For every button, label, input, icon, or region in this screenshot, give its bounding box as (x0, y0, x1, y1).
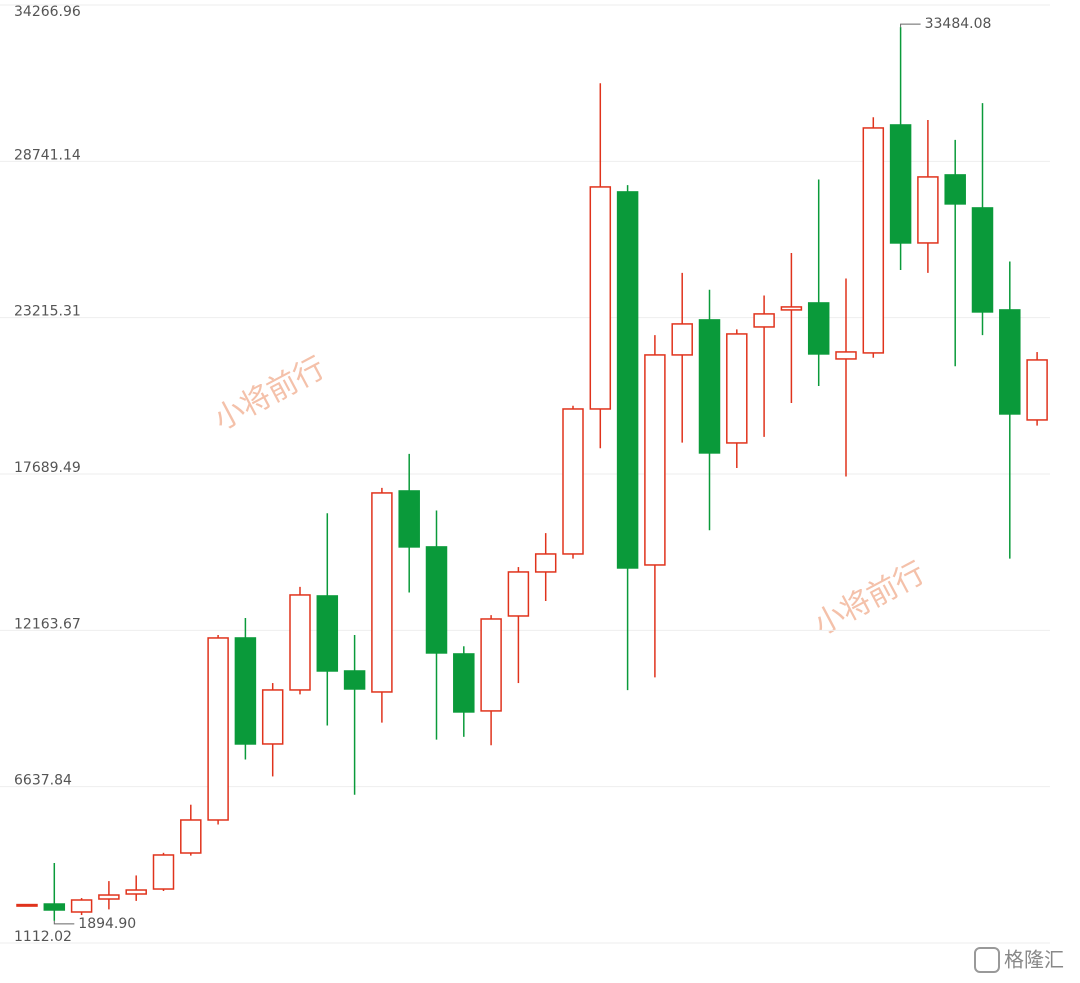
watermark: 小将前行 (208, 350, 330, 437)
candle-body (152, 854, 175, 890)
y-tick-label: 34266.96 (14, 4, 81, 20)
candle-body (862, 127, 885, 354)
candle-body (180, 819, 202, 854)
candle-body (726, 333, 748, 444)
y-tick-label: 28741.14 (14, 147, 81, 163)
candle-body (289, 594, 311, 691)
logo-icon (974, 947, 1000, 973)
candle-body (98, 894, 120, 900)
candle-body (944, 174, 966, 205)
candle-body (1026, 359, 1048, 421)
candle-body (616, 191, 639, 569)
candle-body (343, 670, 366, 690)
annotation-label: 33484.08 (925, 16, 992, 32)
candle-body (507, 571, 530, 617)
candle-body (480, 618, 502, 712)
candle-body (807, 302, 830, 355)
y-tick-label: 17689.49 (14, 460, 81, 476)
candle-body (316, 595, 339, 672)
candle-body (698, 319, 721, 454)
annotation-label: 1894.90 (78, 916, 136, 932)
candle-body (589, 186, 612, 410)
candle-body (43, 903, 66, 911)
candle-body (425, 546, 448, 654)
candle-body (534, 553, 557, 573)
candle-body (917, 176, 939, 244)
watermark: 小将前行 (808, 555, 930, 642)
candle-body (889, 124, 912, 244)
candle-body (234, 637, 257, 745)
y-tick-label: 1112.02 (14, 929, 72, 945)
y-tick-label: 12163.67 (14, 616, 81, 632)
candle-body (207, 637, 229, 821)
candle-body (125, 889, 147, 895)
candle-body (371, 492, 393, 693)
candle-body (562, 408, 584, 555)
candle-body (644, 354, 666, 566)
candle-body (780, 306, 803, 311)
candle-body (999, 309, 1021, 415)
candle-body (453, 653, 475, 713)
logo: 格隆汇 (1004, 948, 1064, 972)
annotation-leader (53, 920, 75, 925)
candle-body (671, 323, 693, 356)
y-tick-label: 6637.84 (14, 773, 72, 789)
y-tick-label: 23215.31 (14, 304, 81, 320)
candle-body (16, 903, 38, 907)
annotation-leader (900, 23, 921, 28)
candle-body (70, 899, 93, 913)
candle-body (753, 313, 775, 328)
candle-body (261, 689, 284, 745)
candle-body (971, 207, 994, 313)
candle-body (398, 490, 420, 548)
candle-body (835, 351, 857, 360)
